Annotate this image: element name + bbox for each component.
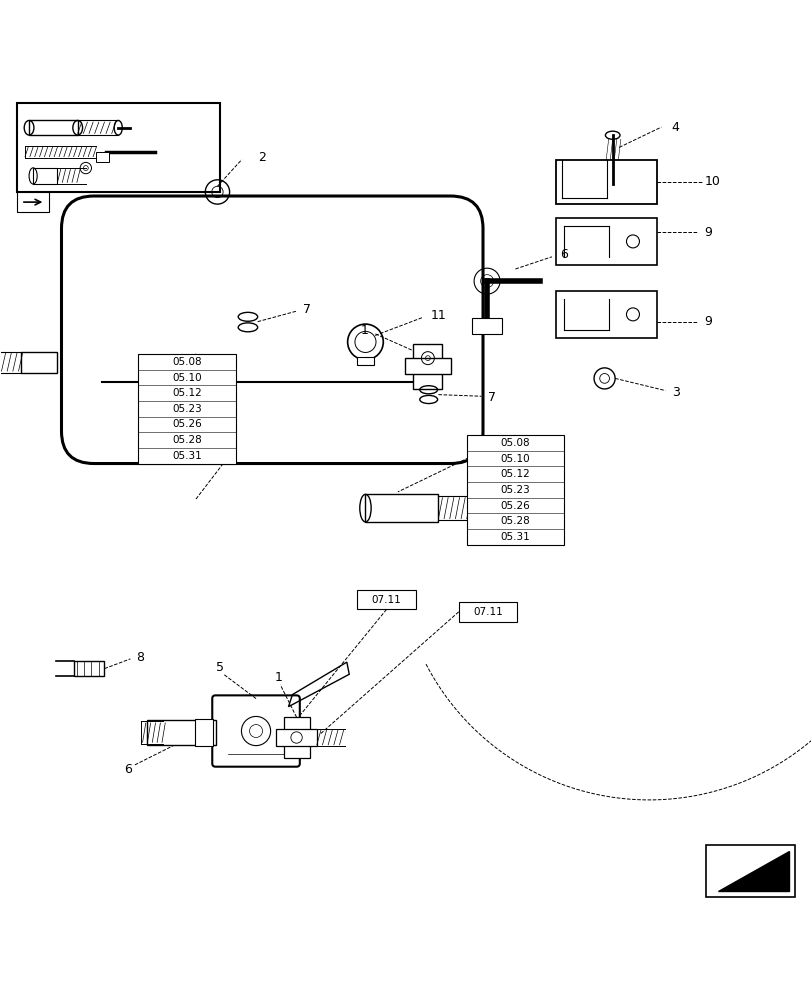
Text: 05.28: 05.28: [500, 516, 530, 526]
Bar: [195, 719, 212, 746]
Bar: [466, 435, 564, 545]
Text: 05.28: 05.28: [172, 435, 202, 445]
Text: 5: 5: [215, 661, 223, 674]
Text: 05.31: 05.31: [500, 532, 530, 542]
Text: 07.11: 07.11: [371, 595, 401, 605]
Bar: [96, 152, 109, 162]
Text: 9: 9: [704, 226, 711, 239]
Bar: [147, 720, 215, 745]
Text: 05.10: 05.10: [172, 373, 202, 383]
Bar: [29, 120, 78, 135]
Text: 07.11: 07.11: [473, 607, 502, 617]
Bar: [562, 166, 607, 198]
Text: 05.12: 05.12: [500, 469, 530, 479]
Text: 05.12: 05.12: [172, 388, 202, 398]
Bar: [556, 291, 656, 338]
Text: 1: 1: [360, 324, 368, 337]
Text: 05.26: 05.26: [172, 419, 202, 429]
Text: 8: 8: [136, 651, 144, 664]
Text: 05.26: 05.26: [500, 501, 530, 511]
Text: 05.10: 05.10: [500, 454, 530, 464]
Text: 4: 4: [671, 121, 678, 134]
Bar: [472, 318, 501, 334]
Bar: [413, 344, 442, 389]
Bar: [556, 218, 656, 265]
Text: 9: 9: [704, 315, 711, 328]
Bar: [283, 717, 309, 758]
Bar: [139, 354, 235, 464]
Text: 2: 2: [258, 151, 266, 164]
Bar: [357, 357, 373, 365]
Text: 7: 7: [487, 391, 496, 404]
Text: 7: 7: [303, 303, 311, 316]
Bar: [17, 103, 219, 192]
Text: 05.23: 05.23: [500, 485, 530, 495]
Text: 3: 3: [672, 386, 679, 399]
Bar: [705, 845, 794, 897]
Bar: [33, 168, 58, 184]
Bar: [21, 352, 58, 373]
Text: 05.08: 05.08: [500, 438, 530, 448]
Text: 05.23: 05.23: [172, 404, 202, 414]
Bar: [405, 358, 450, 374]
FancyBboxPatch shape: [212, 695, 299, 767]
Text: 05.31: 05.31: [172, 451, 202, 461]
Bar: [556, 160, 656, 204]
Text: 10: 10: [704, 175, 719, 188]
Text: 6: 6: [124, 763, 131, 776]
Text: 6: 6: [560, 248, 568, 261]
Text: 05.08: 05.08: [172, 357, 202, 367]
Bar: [365, 494, 438, 522]
Bar: [17, 192, 49, 212]
Polygon shape: [717, 851, 787, 891]
Bar: [276, 729, 316, 746]
Bar: [357, 590, 415, 609]
Bar: [458, 602, 517, 622]
Bar: [74, 661, 105, 676]
Text: 1: 1: [274, 671, 282, 684]
Text: 11: 11: [430, 309, 446, 322]
